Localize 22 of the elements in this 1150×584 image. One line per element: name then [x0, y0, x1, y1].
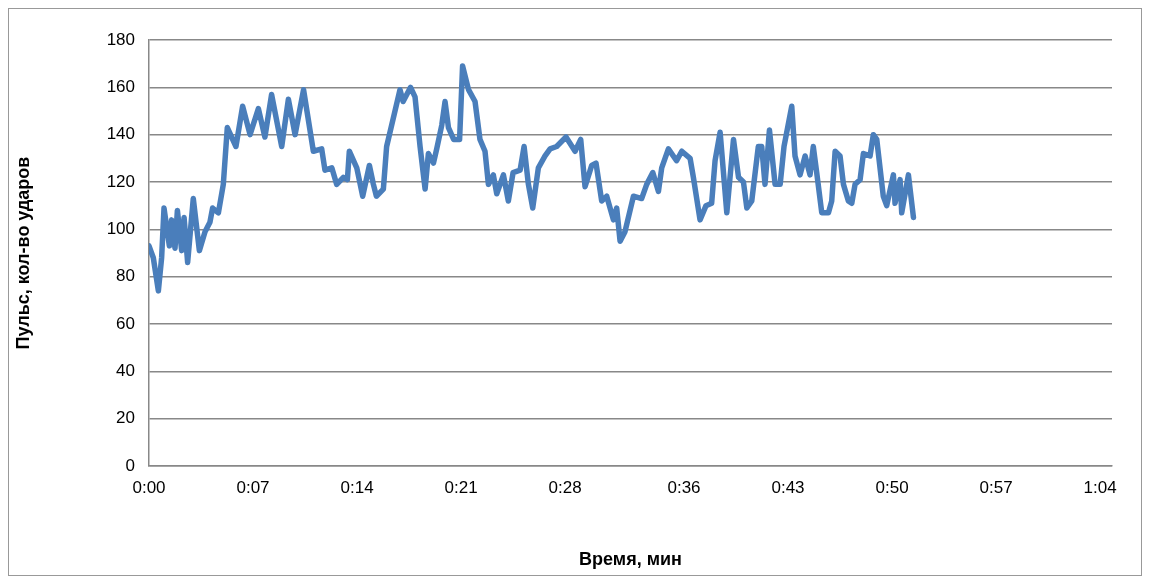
x-tick-label: 0:50 [875, 477, 909, 497]
y-tick-label: 60 [116, 313, 135, 333]
y-tick-label: 120 [106, 171, 135, 191]
y-tick-label: 0 [125, 455, 135, 475]
x-tick-label: 0:36 [667, 477, 701, 497]
x-tick-label: 0:21 [444, 477, 478, 497]
x-tick-label: 0:07 [236, 477, 270, 497]
y-tick-label: 180 [106, 29, 135, 49]
x-tick-label: 1:04 [1083, 477, 1117, 497]
x-axis-title: Время, мин [579, 549, 682, 570]
y-tick-label: 160 [106, 77, 135, 97]
y-tick-label: 100 [106, 219, 135, 239]
y-tick-label: 140 [106, 124, 135, 144]
y-axis-title: Пульс, кол-во ударов [12, 156, 33, 350]
y-tick-label: 20 [116, 408, 135, 428]
x-tick-label: 0:43 [771, 477, 805, 497]
y-tick-label: 80 [116, 266, 135, 286]
y-tick-label: 40 [116, 361, 135, 381]
x-tick-label: 0:00 [132, 477, 166, 497]
x-tick-label: 0:28 [548, 477, 582, 497]
x-tick-label: 0:57 [979, 477, 1013, 497]
x-tick-label: 0:14 [340, 477, 374, 497]
